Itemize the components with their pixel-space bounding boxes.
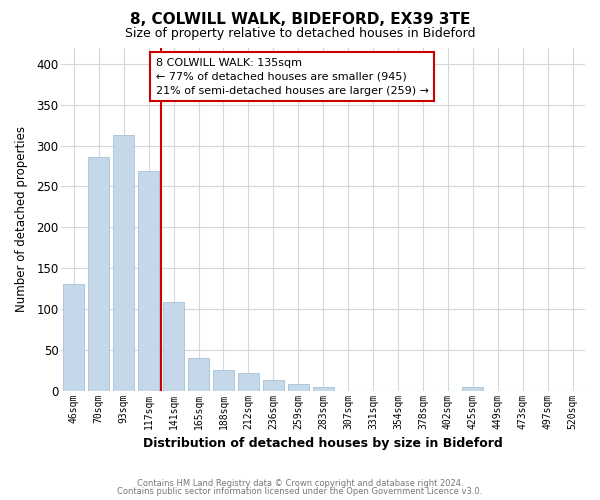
Bar: [238, 372, 259, 390]
Bar: [462, 388, 484, 390]
Bar: [138, 171, 159, 390]
Text: 8, COLWILL WALK, BIDEFORD, EX39 3TE: 8, COLWILL WALK, BIDEFORD, EX39 3TE: [130, 12, 470, 28]
Y-axis label: Number of detached properties: Number of detached properties: [15, 126, 28, 312]
Bar: [287, 384, 309, 390]
Bar: [88, 157, 109, 390]
Text: 8 COLWILL WALK: 135sqm
← 77% of detached houses are smaller (945)
21% of semi-de: 8 COLWILL WALK: 135sqm ← 77% of detached…: [155, 58, 428, 96]
Text: Contains HM Land Registry data © Crown copyright and database right 2024.: Contains HM Land Registry data © Crown c…: [137, 478, 463, 488]
Bar: [113, 135, 134, 390]
Bar: [263, 380, 284, 390]
X-axis label: Distribution of detached houses by size in Bideford: Distribution of detached houses by size …: [143, 437, 503, 450]
Bar: [313, 386, 334, 390]
Bar: [163, 302, 184, 390]
Bar: [213, 370, 234, 390]
Text: Size of property relative to detached houses in Bideford: Size of property relative to detached ho…: [125, 28, 475, 40]
Text: Contains public sector information licensed under the Open Government Licence v3: Contains public sector information licen…: [118, 487, 482, 496]
Bar: [188, 358, 209, 390]
Bar: [63, 284, 85, 391]
